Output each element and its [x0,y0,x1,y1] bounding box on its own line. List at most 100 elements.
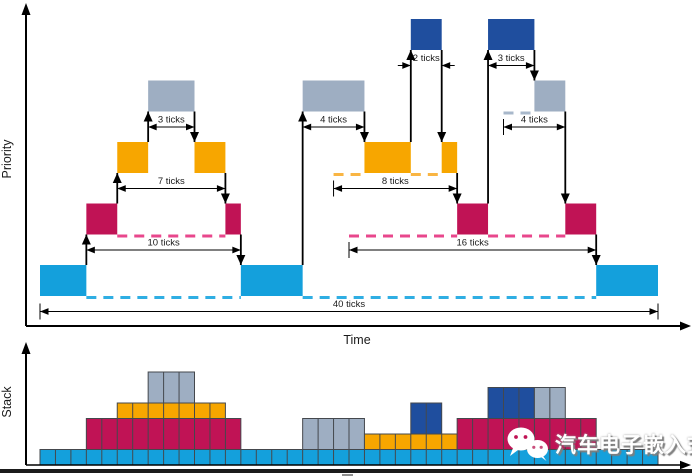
task-block-blue [596,265,658,296]
priority-axis-arrowhead-icon [21,3,31,15]
arrowhead-icon [86,246,95,254]
priority-time-chart: 3 ticks 7 ticks 10 ticks 40 ticks 4 ticks 2 t… [0,3,691,347]
task-blocks [40,19,658,296]
arrowhead-icon [220,193,230,204]
task-block-orange [117,142,149,173]
arrowhead-icon [556,123,566,131]
tick-dimension-label: 4 ticks [521,115,548,126]
stack-time-axis-arrowhead-icon [680,460,691,470]
switch-arrow [359,111,369,142]
tick-dimension: 8 ticks [333,176,458,197]
arrowhead-icon [359,132,369,142]
tick-dimension-label: 10 ticks [147,238,179,249]
priority-axis-label: Priority [0,139,14,179]
stack-axis-label: Stack [0,386,14,418]
wechat-icon [507,427,548,461]
tick-dimension: 16 ticks [348,238,597,258]
arrowhead-icon [488,62,497,69]
arrowhead-icon [649,308,658,315]
time-axis-label: Time [343,333,370,347]
task-block-gray [534,80,566,112]
waiting-dashes [86,111,597,299]
arrowhead-icon [437,132,447,142]
task-block-gray [302,80,365,112]
stack-segment-gray [533,387,566,419]
tick-dimension: 40 ticks [39,299,659,320]
stack-segments [39,371,659,466]
arrowhead-icon [190,132,199,142]
task-block-blue [40,265,87,296]
arrowhead-icon [117,185,126,192]
arrowhead-icon [525,62,535,69]
switch-arrow [452,173,462,204]
arrowhead-icon [402,62,411,69]
bottom-caption-mark [342,473,353,476]
watermark-text: 汽车电子嵌入式 [555,434,692,457]
arrowhead-icon [483,50,493,60]
arrowhead-icon [529,70,539,81]
switch-arrow [406,50,416,142]
task-block-blue [240,265,303,296]
task-block-orange [194,142,226,173]
tick-dimension-label: 3 ticks [498,53,525,64]
switch-arrow [236,234,246,265]
tick-dimensions: 3 ticks 7 ticks 10 ticks 40 ticks 4 ticks 2 t… [39,53,659,320]
tick-dimension: 7 ticks [117,176,226,192]
arrowhead-icon [40,308,49,315]
tick-dimension-label: 3 ticks [158,115,185,126]
arrowhead-icon [333,185,343,192]
stack-axis-arrowhead-icon [21,342,31,354]
task-block-crimson [86,203,118,235]
arrowhead-icon [148,123,157,131]
switch-arrow [190,111,199,142]
arrowhead-icon [355,123,365,131]
watermark: 汽车电子嵌入式 [506,425,692,463]
tick-dimension-label: 40 ticks [333,299,365,310]
switch-arrow [220,173,230,204]
arrowhead-icon [186,123,195,131]
stack-segment-darkblue [410,402,443,435]
arrowhead-icon [298,111,308,122]
switch-arrows [81,50,601,265]
tick-dimension-label: 4 ticks [320,115,347,126]
tick-dimension: 2 ticks [397,53,455,69]
stack-segment-gray [302,418,365,450]
arrowhead-icon [587,246,597,254]
tick-dimension-label: 8 ticks [382,176,409,187]
arrowhead-icon [302,123,312,131]
task-block-crimson [457,203,489,235]
tick-dimension-label: 16 ticks [456,238,488,249]
stack-segment-darkblue [487,387,535,419]
arrowhead-icon [503,123,512,131]
task-block-darkblue [488,19,535,50]
tick-dimension: 3 ticks [148,115,195,131]
arrowhead-icon [452,193,462,204]
stack-chart: Stack [0,342,691,470]
stack-segment-gray [147,371,195,404]
tick-dimension: 4 ticks [302,115,365,131]
task-block-crimson [225,203,241,235]
switch-arrow [298,111,308,265]
stack-segment-blue [39,449,659,466]
switch-arrow [143,111,153,142]
arrowhead-icon [349,246,358,254]
switch-arrow [81,234,91,265]
switch-arrow [112,173,122,204]
bottom-separator [0,469,692,473]
arrowhead-icon [112,173,122,183]
tick-dimension-label: 2 ticks [413,53,440,64]
switch-arrow [560,111,570,204]
tick-dimension: 4 ticks [503,115,566,135]
time-axis-arrowhead-icon [680,321,691,331]
stack-segment-orange [363,433,458,450]
task-block-orange [364,142,411,173]
arrowhead-icon [591,255,601,265]
switch-arrow [591,234,601,265]
task-block-crimson [565,203,597,235]
arrowhead-icon [406,50,416,60]
arrowhead-icon [81,234,91,245]
switch-arrow [483,50,493,204]
tick-dimension: 3 ticks [488,53,535,69]
